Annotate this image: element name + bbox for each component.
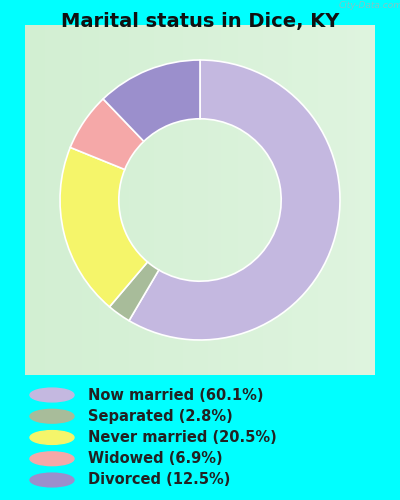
Wedge shape bbox=[110, 262, 159, 320]
Wedge shape bbox=[60, 148, 148, 307]
Text: Separated (2.8%): Separated (2.8%) bbox=[88, 409, 233, 424]
Circle shape bbox=[30, 473, 74, 487]
Text: Marital status in Dice, KY: Marital status in Dice, KY bbox=[61, 12, 339, 32]
Circle shape bbox=[30, 410, 74, 423]
Text: Widowed (6.9%): Widowed (6.9%) bbox=[88, 451, 223, 466]
Wedge shape bbox=[70, 99, 144, 170]
Text: City-Data.com: City-Data.com bbox=[339, 1, 400, 10]
Circle shape bbox=[30, 452, 74, 466]
Wedge shape bbox=[103, 60, 200, 142]
Circle shape bbox=[30, 430, 74, 444]
Text: Now married (60.1%): Now married (60.1%) bbox=[88, 388, 264, 402]
Text: Never married (20.5%): Never married (20.5%) bbox=[88, 430, 277, 445]
Text: Divorced (12.5%): Divorced (12.5%) bbox=[88, 472, 230, 488]
Wedge shape bbox=[129, 60, 340, 340]
Circle shape bbox=[30, 388, 74, 402]
